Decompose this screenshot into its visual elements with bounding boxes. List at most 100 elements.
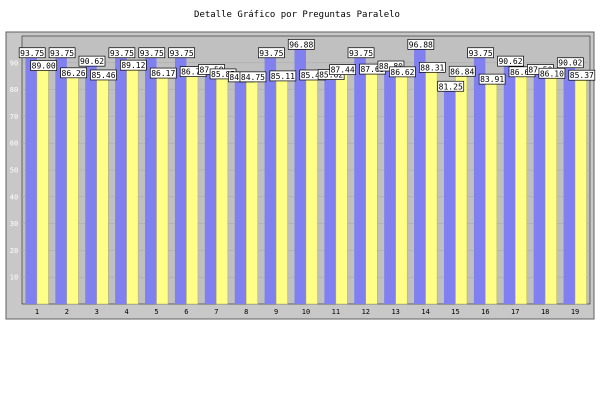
- x-tick-label: 5: [154, 308, 158, 316]
- bar-series-2: [216, 73, 229, 305]
- svg-text:86.71: 86.71: [181, 68, 205, 77]
- svg-text:88.31: 88.31: [420, 63, 444, 72]
- y-tick-label: 60: [10, 140, 18, 148]
- data-label: 86.10: [538, 67, 566, 79]
- x-tick-label: 6: [184, 308, 188, 316]
- y-tick-label: 90: [10, 59, 18, 67]
- svg-text:86.64: 86.64: [510, 68, 534, 77]
- data-label: 93.75: [108, 47, 136, 59]
- bar-series-2: [245, 76, 258, 305]
- svg-text:93.75: 93.75: [140, 49, 164, 58]
- svg-text:85.37: 85.37: [570, 71, 594, 80]
- bar-series-2: [96, 74, 109, 305]
- data-label: 87.44: [329, 64, 356, 76]
- bar-series-2: [395, 71, 408, 305]
- svg-text:86.10: 86.10: [540, 69, 564, 78]
- bar-series-1: [473, 52, 486, 304]
- svg-text:83.91: 83.91: [480, 75, 504, 84]
- x-tick-label: 11: [332, 308, 340, 316]
- x-tick-label: 10: [302, 308, 310, 316]
- svg-text:86.17: 86.17: [151, 69, 175, 78]
- x-tick-label: 18: [541, 308, 549, 316]
- bar-series-2: [544, 73, 557, 305]
- bar-series-2: [156, 72, 169, 305]
- x-tick-label: 1: [35, 308, 39, 316]
- x-tick-label: 7: [214, 308, 218, 316]
- x-axis-ticks: 1 2 3 4 5 6 7 8 9 10 11 12 13 14 15 16 17 18 19: [35, 308, 579, 316]
- svg-text:93.75: 93.75: [20, 49, 44, 58]
- x-tick-label: 2: [65, 308, 69, 316]
- y-tick-label: 40: [10, 193, 18, 201]
- bar-series-1: [533, 69, 546, 304]
- svg-text:85.62: 85.62: [319, 71, 343, 80]
- data-label: 86.26: [60, 67, 87, 79]
- svg-text:84.75: 84.75: [241, 73, 265, 82]
- bar-series-2: [455, 71, 468, 305]
- bar-series-1: [324, 74, 336, 305]
- svg-text:85.11: 85.11: [271, 72, 295, 81]
- data-label: 83.91: [478, 73, 506, 85]
- bar-series-1: [145, 52, 157, 304]
- bar-series-1: [384, 66, 396, 305]
- data-label: 86.62: [389, 66, 416, 78]
- bar-series-1: [563, 62, 576, 304]
- svg-text:93.75: 93.75: [170, 49, 194, 58]
- bar-series-2: [485, 78, 498, 305]
- svg-text:90.02: 90.02: [558, 59, 582, 68]
- y-tick-label: 10: [10, 274, 18, 282]
- bar-series-1: [25, 52, 37, 304]
- x-tick-label: 3: [95, 308, 99, 316]
- data-label: 90.02: [556, 57, 584, 69]
- data-label: 90.62: [497, 55, 524, 67]
- bar-series-2: [425, 67, 438, 305]
- data-labels: 93.75 89.00 93.75 86.26 90.62 85.46 93.75 89.12…: [18, 39, 596, 92]
- bar-series-2: [186, 71, 199, 305]
- svg-text:93.75: 93.75: [469, 49, 493, 58]
- svg-text:89.12: 89.12: [121, 61, 145, 70]
- y-axis-ticks: 10 20 30 40 50 60 70 80 90: [10, 59, 18, 281]
- data-label: 89.00: [30, 60, 58, 71]
- bar-series-1: [443, 86, 456, 304]
- y-tick-label: 50: [10, 167, 18, 175]
- x-tick-label: 19: [571, 308, 579, 316]
- bar-series-1: [414, 44, 426, 304]
- data-label: 93.75: [168, 47, 196, 59]
- y-tick-label: 20: [10, 247, 18, 255]
- bar-series-2: [365, 68, 378, 305]
- bar-series-1: [234, 76, 247, 305]
- x-tick-label: 14: [421, 308, 429, 316]
- bar-series-2: [515, 71, 528, 305]
- bar-series-1: [85, 61, 97, 305]
- svg-text:87.44: 87.44: [331, 66, 355, 75]
- data-label: 81.25: [437, 80, 465, 92]
- bars: [25, 44, 587, 305]
- data-label: 89.12: [120, 59, 147, 71]
- bar-series-1: [264, 52, 277, 304]
- data-label: 93.75: [258, 47, 285, 59]
- svg-text:96.88: 96.88: [289, 40, 313, 49]
- x-tick-label: 9: [274, 308, 278, 316]
- bar-series-2: [275, 75, 288, 305]
- data-label: 96.88: [407, 39, 435, 50]
- y-tick-label: 70: [10, 113, 18, 121]
- bar-series-1: [294, 44, 306, 304]
- x-tick-label: 15: [451, 308, 459, 316]
- bar-series-2: [574, 74, 587, 305]
- data-label: 85.11: [269, 70, 297, 82]
- data-label: 90.62: [78, 55, 106, 67]
- svg-text:85.85: 85.85: [211, 70, 235, 79]
- y-tick-label: 80: [10, 86, 18, 94]
- data-label: 93.75: [18, 47, 46, 59]
- bar-series-2: [36, 65, 49, 305]
- data-label: 93.75: [48, 47, 76, 59]
- bar-series-1: [115, 52, 127, 304]
- svg-text:96.88: 96.88: [409, 40, 433, 49]
- bar-series-1: [55, 52, 67, 304]
- svg-text:93.75: 93.75: [349, 49, 373, 58]
- x-tick-label: 4: [125, 308, 129, 316]
- bar-series-1: [204, 69, 217, 304]
- svg-text:93.75: 93.75: [50, 49, 74, 58]
- y-tick-label: 30: [10, 220, 18, 228]
- data-label: 84.75: [239, 71, 267, 83]
